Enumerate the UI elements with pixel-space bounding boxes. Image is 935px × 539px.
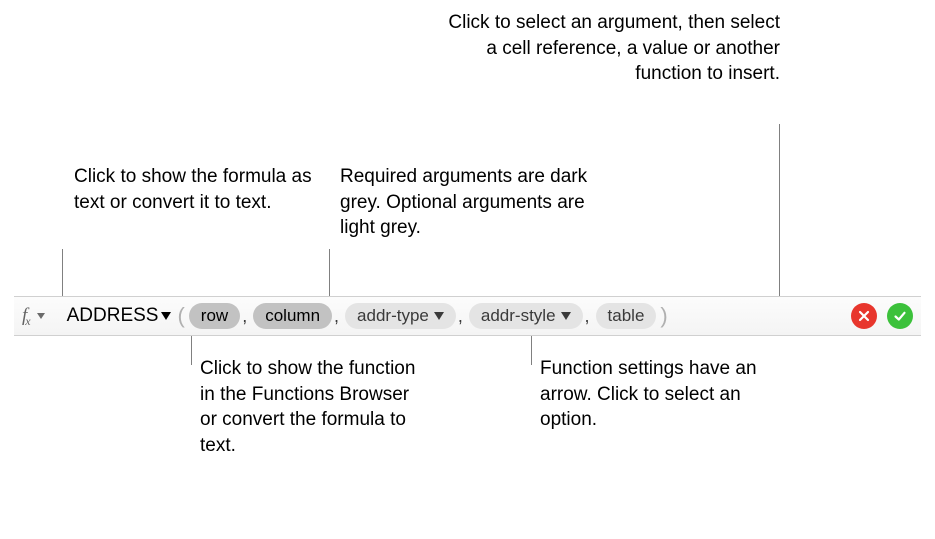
- arg-label: addr-type: [357, 306, 429, 326]
- x-icon: [857, 309, 871, 323]
- arg-table-token[interactable]: table: [596, 303, 657, 329]
- fx-icon: fx: [22, 305, 31, 327]
- leader-line: [779, 124, 780, 304]
- arg-addr-style-token[interactable]: addr-style: [469, 303, 583, 329]
- comma: ,: [332, 306, 345, 327]
- formula-tokens: ADDRESS ( row , column , addr-type , add…: [53, 297, 672, 335]
- callout-fx-text: Click to show the formula as text or con…: [74, 164, 314, 215]
- callout-select-argument: Click to select an argument, then select…: [440, 10, 780, 87]
- formula-actions: [851, 303, 915, 329]
- callout-required-args: Required arguments are dark grey. Option…: [340, 164, 620, 241]
- menu-triangle-icon: [561, 312, 571, 320]
- function-name-button[interactable]: ADDRESS: [53, 305, 174, 327]
- arg-label: table: [608, 306, 645, 326]
- function-name-label: ADDRESS: [67, 305, 159, 327]
- menu-triangle-icon: [161, 312, 171, 320]
- comma: ,: [240, 306, 253, 327]
- fx-menu-button[interactable]: fx: [18, 297, 53, 335]
- callout-function-browser: Click to show the function in the Functi…: [200, 356, 420, 459]
- close-paren: ): [656, 303, 671, 329]
- check-icon: [893, 309, 907, 323]
- arg-addr-type-token[interactable]: addr-type: [345, 303, 456, 329]
- fx-sub: x: [25, 314, 29, 328]
- arg-column-token[interactable]: column: [253, 303, 332, 329]
- comma: ,: [456, 306, 469, 327]
- arg-row-token[interactable]: row: [189, 303, 240, 329]
- comma: ,: [583, 306, 596, 327]
- accept-button[interactable]: [887, 303, 913, 329]
- chevron-down-icon: [37, 313, 45, 319]
- arg-label: column: [265, 306, 320, 326]
- formula-bar: fx ADDRESS ( row , column , addr-type , …: [14, 296, 921, 336]
- arg-label: row: [201, 306, 228, 326]
- menu-triangle-icon: [434, 312, 444, 320]
- arg-label: addr-style: [481, 306, 556, 326]
- open-paren: (: [173, 303, 188, 329]
- cancel-button[interactable]: [851, 303, 877, 329]
- callout-settings-arrow: Function settings have an arrow. Click t…: [540, 356, 780, 433]
